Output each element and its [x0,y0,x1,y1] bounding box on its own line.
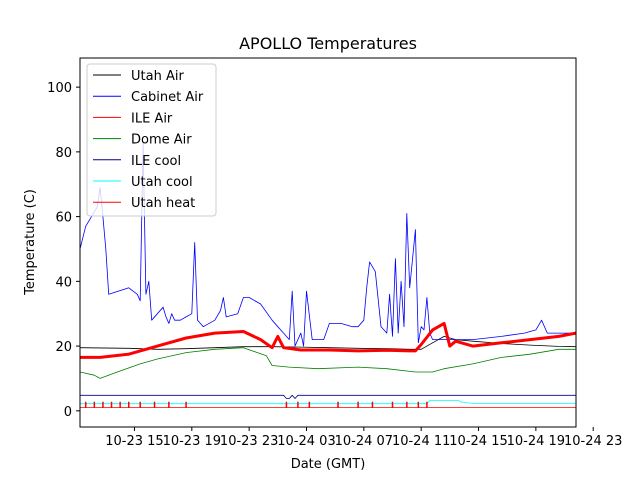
series-line-ile-cool [80,394,576,399]
legend-label: Utah heat [131,196,195,211]
y-tick-label: 60 [55,211,72,226]
series-line-cabinet-air [80,141,576,347]
y-tick-label: 100 [47,81,72,96]
y-tick-label: 20 [55,340,72,355]
y-tick-label: 0 [64,405,72,420]
x-tick-label: 10-24 15 [449,434,507,449]
series-line-ile-air [80,321,576,359]
legend-label: ILE Air [131,111,173,126]
legend-label: Utah Air [131,69,184,84]
legend-box [86,63,217,217]
y-tick-label: 80 [55,146,72,161]
legend-label: Dome Air [131,133,192,148]
x-tick-label: 10-24 23 [564,434,622,449]
x-tick-label: 10-23 15 [105,434,163,449]
x-axis-label: Date (GMT) [291,457,366,472]
x-tick-label: 10-23 23 [220,434,278,449]
x-tick-label: 10-23 19 [163,434,221,449]
legend-label: Utah cool [131,175,193,190]
series-line-dome-air [80,347,576,379]
x-tick-label: 10-24 07 [335,434,393,449]
chart-title: APOLLO Temperatures [239,34,417,53]
legend-label: ILE cool [131,154,181,169]
x-tick-label: 10-24 03 [277,434,335,449]
legend-label: Cabinet Air [131,90,204,105]
y-tick-label: 40 [55,275,72,290]
x-tick-label: 10-24 19 [507,434,565,449]
plot-frame [79,57,577,428]
x-tick-label: 10-24 11 [392,434,450,449]
y-axis-label: Temperature (C) [23,189,38,296]
